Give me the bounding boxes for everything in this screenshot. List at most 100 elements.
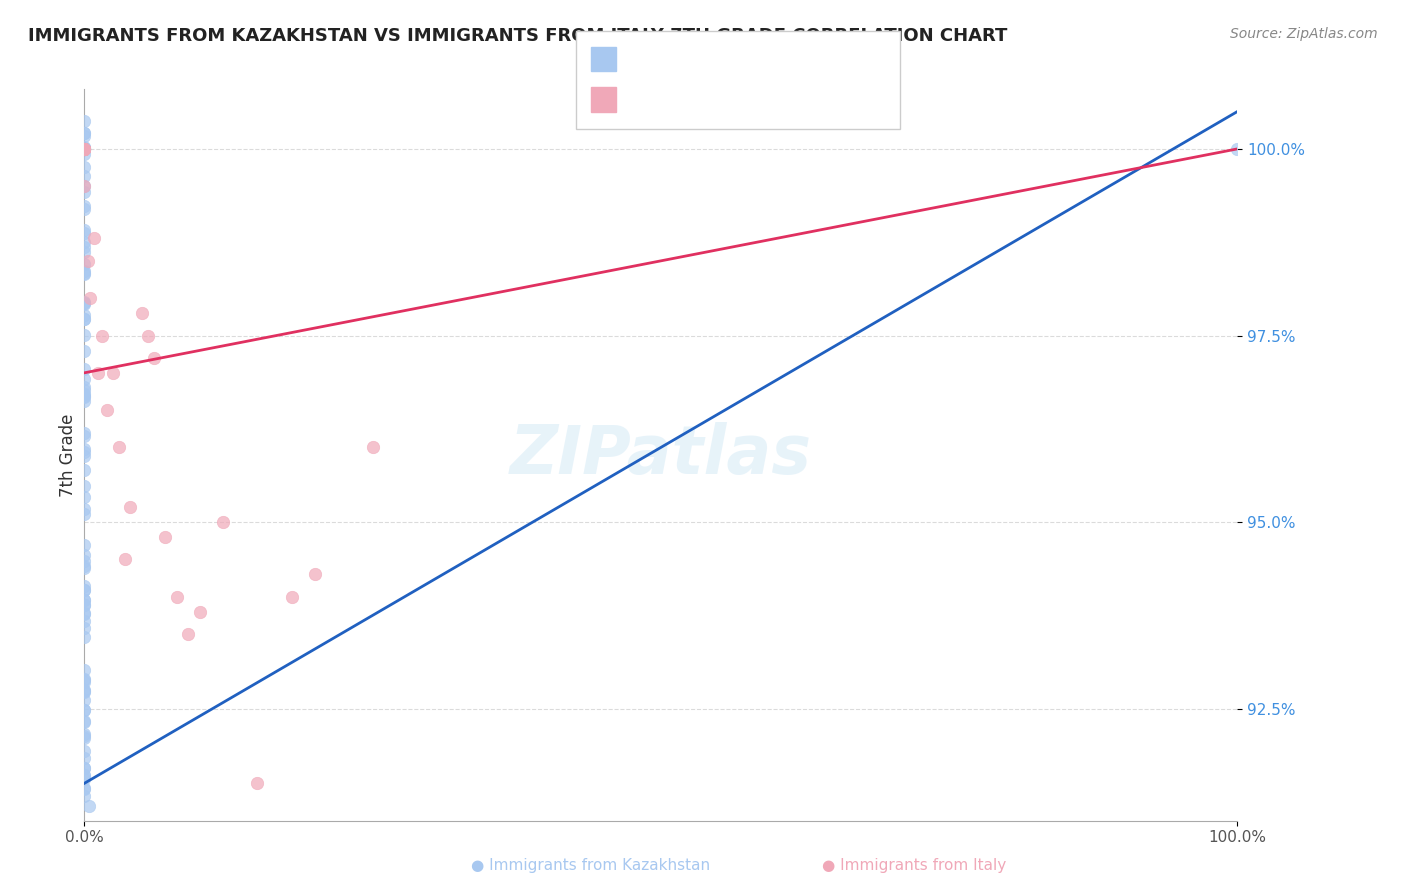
Point bbox=[73, 479, 96, 493]
Point bbox=[73, 126, 96, 140]
Point bbox=[73, 761, 96, 775]
Point bbox=[73, 731, 96, 746]
Point bbox=[83, 231, 105, 245]
Point bbox=[73, 142, 96, 156]
Point bbox=[73, 425, 96, 440]
Point bbox=[96, 403, 118, 417]
Point bbox=[73, 442, 96, 456]
Text: ● Immigrants from Kazakhstan: ● Immigrants from Kazakhstan bbox=[471, 858, 710, 872]
Point bbox=[73, 240, 96, 254]
Text: ● Immigrants from Italy: ● Immigrants from Italy bbox=[821, 858, 1007, 872]
Point bbox=[73, 141, 96, 155]
Point bbox=[73, 767, 96, 781]
Text: R = 0.490    N = 92: R = 0.490 N = 92 bbox=[630, 51, 820, 69]
Point bbox=[73, 185, 96, 199]
Point bbox=[73, 538, 96, 552]
Point bbox=[73, 684, 96, 698]
Point bbox=[114, 552, 136, 566]
Point bbox=[73, 257, 96, 271]
Text: R = 0.392    N = 32: R = 0.392 N = 32 bbox=[630, 90, 820, 108]
Point bbox=[73, 387, 96, 401]
Point bbox=[73, 682, 96, 697]
Point bbox=[73, 390, 96, 404]
Point bbox=[1226, 142, 1249, 156]
Point bbox=[73, 142, 96, 156]
Point bbox=[73, 744, 96, 758]
Point bbox=[73, 380, 96, 394]
Point bbox=[73, 235, 96, 250]
Point bbox=[90, 328, 112, 343]
Point bbox=[73, 768, 96, 782]
Point bbox=[73, 311, 96, 326]
Point bbox=[73, 244, 96, 259]
Point bbox=[73, 703, 96, 717]
Point bbox=[73, 372, 96, 386]
Point bbox=[73, 126, 96, 140]
Point bbox=[73, 607, 96, 622]
Point bbox=[77, 799, 100, 814]
Point bbox=[73, 449, 96, 463]
Point bbox=[73, 128, 96, 143]
Point bbox=[79, 291, 101, 305]
Point bbox=[73, 361, 96, 376]
Point bbox=[73, 781, 96, 796]
Point bbox=[73, 179, 96, 194]
Point bbox=[73, 296, 96, 310]
Point bbox=[73, 147, 96, 161]
Point bbox=[153, 530, 176, 544]
Point bbox=[73, 328, 96, 343]
Point bbox=[73, 582, 96, 597]
Point bbox=[73, 389, 96, 403]
Point bbox=[73, 142, 96, 156]
Point bbox=[73, 583, 96, 598]
Point bbox=[73, 789, 96, 804]
Point bbox=[103, 366, 124, 380]
Point bbox=[142, 351, 165, 365]
Point bbox=[73, 598, 96, 612]
Point bbox=[73, 393, 96, 408]
Point bbox=[73, 199, 96, 213]
Point bbox=[120, 500, 142, 515]
Point bbox=[73, 114, 96, 128]
Point bbox=[304, 567, 326, 582]
Point bbox=[73, 297, 96, 311]
Point bbox=[73, 266, 96, 280]
Point bbox=[73, 761, 96, 775]
Point bbox=[73, 169, 96, 183]
Point bbox=[73, 160, 96, 174]
Point bbox=[73, 630, 96, 644]
Point bbox=[73, 673, 96, 687]
Point bbox=[73, 692, 96, 706]
Point bbox=[73, 554, 96, 568]
Point bbox=[73, 714, 96, 728]
Point bbox=[73, 751, 96, 765]
Point bbox=[131, 306, 153, 320]
Text: ZIPatlas: ZIPatlas bbox=[510, 422, 811, 488]
Point bbox=[73, 308, 96, 322]
Y-axis label: 7th Grade: 7th Grade bbox=[59, 413, 77, 497]
Point bbox=[188, 605, 211, 619]
Point bbox=[73, 598, 96, 612]
Point bbox=[73, 593, 96, 607]
Point bbox=[73, 508, 96, 522]
Point bbox=[73, 202, 96, 216]
Point bbox=[73, 780, 96, 795]
Point bbox=[73, 615, 96, 629]
Point bbox=[73, 139, 96, 153]
Point bbox=[361, 441, 384, 455]
Point bbox=[73, 560, 96, 574]
Point bbox=[73, 312, 96, 326]
Point bbox=[73, 674, 96, 689]
Point bbox=[73, 223, 96, 237]
Point bbox=[73, 579, 96, 593]
Point bbox=[73, 462, 96, 476]
Point bbox=[73, 429, 96, 443]
Point bbox=[73, 729, 96, 743]
Point bbox=[177, 627, 200, 641]
Point bbox=[73, 672, 96, 686]
Point bbox=[73, 663, 96, 677]
Point bbox=[73, 445, 96, 459]
Point bbox=[73, 343, 96, 358]
Point bbox=[73, 592, 96, 607]
Point bbox=[73, 727, 96, 741]
